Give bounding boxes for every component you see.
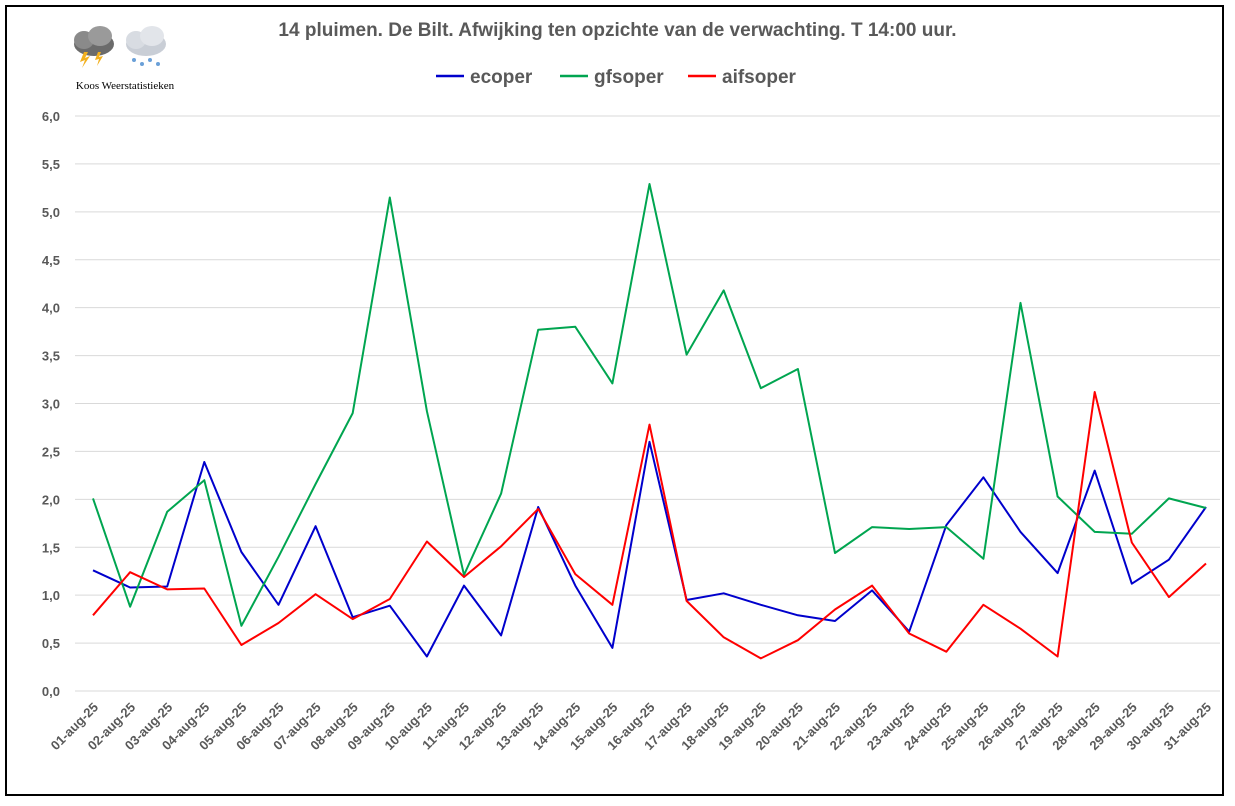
y-tick-label: 5,0 (42, 205, 60, 220)
y-tick-label: 4,5 (42, 253, 60, 268)
snow-cloud-icon (126, 26, 166, 66)
legend-label-ecoper: ecoper (470, 67, 533, 88)
logo-caption: Koos Weerstatistieken (75, 80, 175, 92)
y-tick-label: 1,5 (42, 540, 60, 555)
storm-cloud-icon (74, 26, 166, 68)
y-tick-label: 1,0 (42, 588, 60, 603)
y-tick-label: 0,5 (42, 636, 60, 651)
weather-logo (70, 24, 180, 75)
y-tick-label: 2,0 (42, 492, 60, 507)
chart-title: 14 pluimen. De Bilt. Afwijking ten opzic… (278, 20, 957, 41)
legend-label-aifsoper: aifsoper (722, 67, 797, 88)
y-tick-label: 0,0 (42, 684, 60, 699)
y-tick-label: 2,5 (42, 444, 60, 459)
legend-label-gfsoper: gfsoper (594, 67, 664, 88)
chart-frame (5, 5, 1224, 796)
y-tick-label: 5,5 (42, 157, 60, 172)
y-tick-label: 3,0 (42, 397, 60, 412)
series-line-aifsoper (92, 391, 1207, 660)
series-line-gfsoper (92, 183, 1207, 627)
y-tick-label: 6,0 (42, 109, 60, 124)
y-tick-label: 3,5 (42, 349, 60, 364)
series-line-ecoper (92, 440, 1207, 658)
y-tick-label: 4,0 (42, 301, 60, 316)
